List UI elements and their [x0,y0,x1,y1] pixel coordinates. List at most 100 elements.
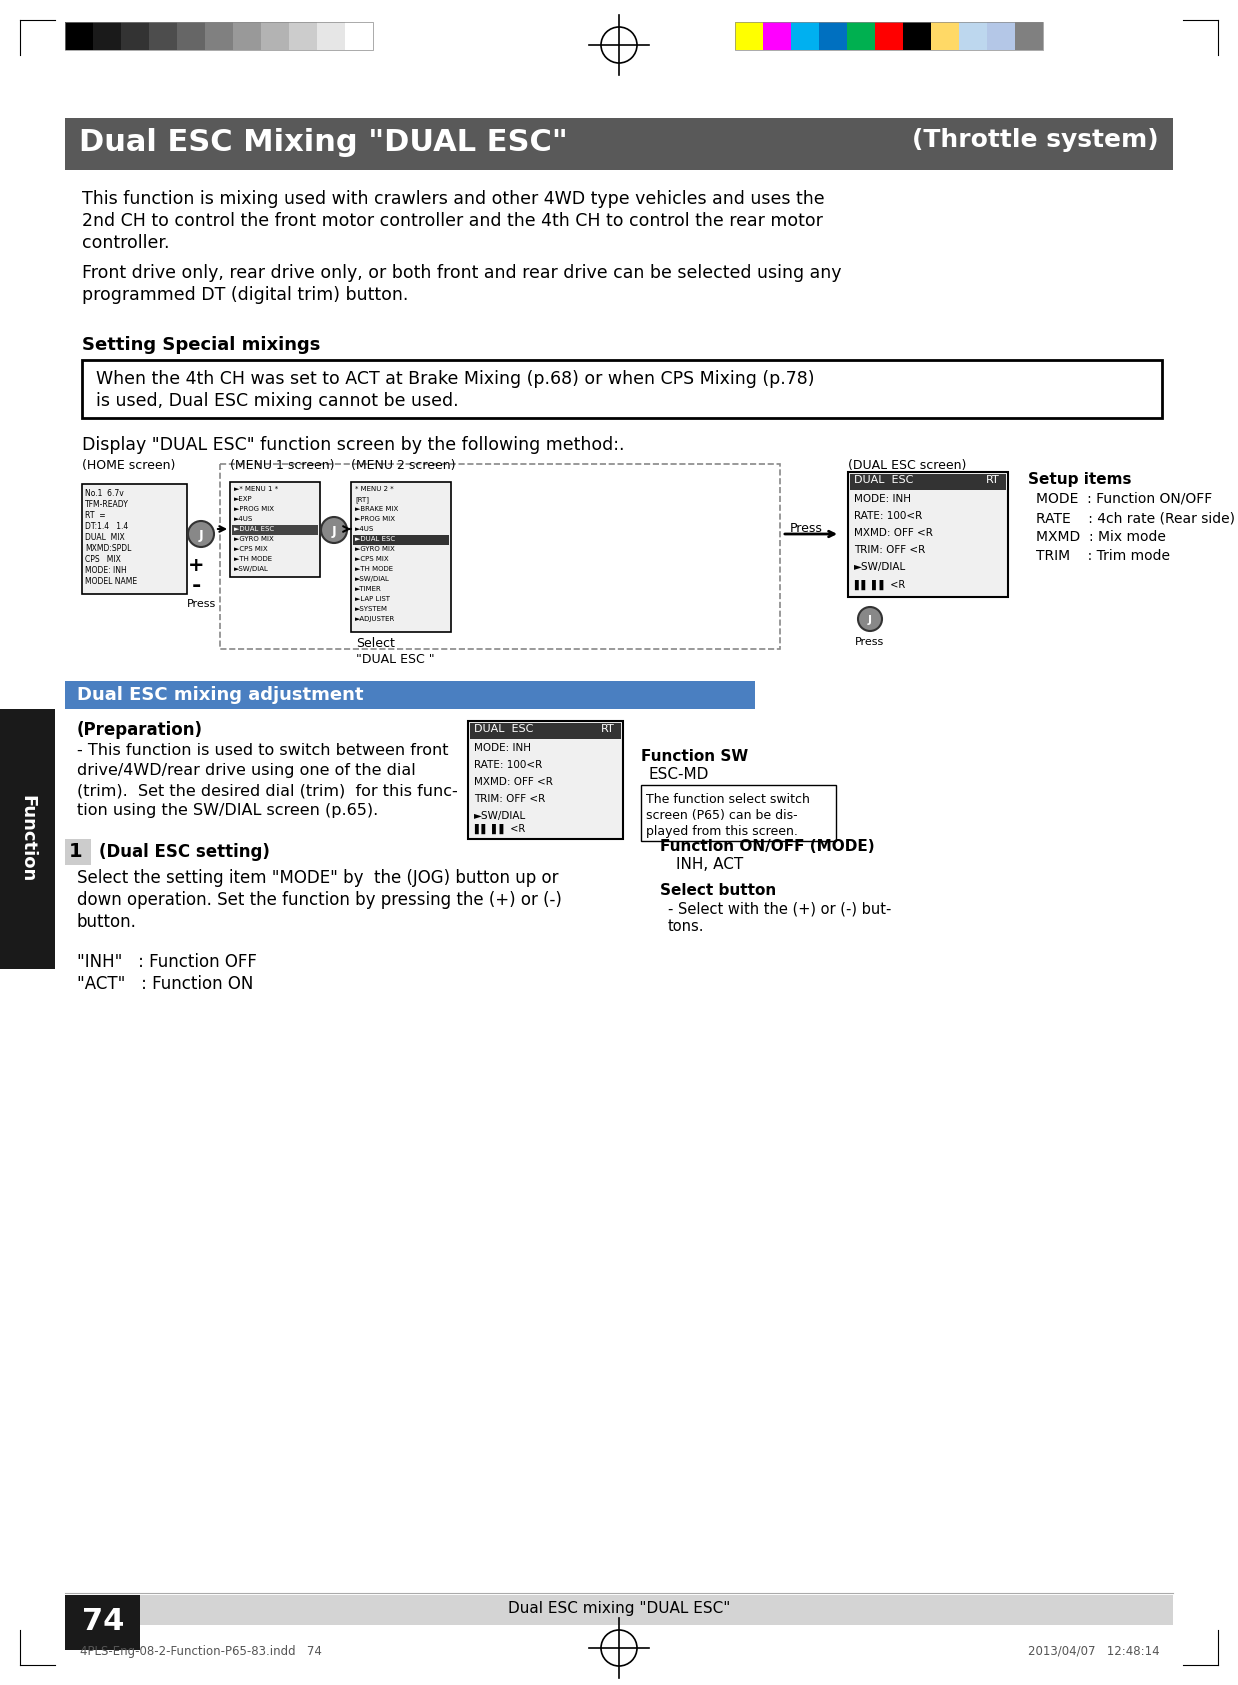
Text: ►SW/DIAL: ►SW/DIAL [355,576,390,581]
Text: (Throttle system): (Throttle system) [912,128,1159,152]
Text: ►TH MODE: ►TH MODE [234,556,272,563]
Text: MODE: INH: MODE: INH [85,566,126,575]
Bar [317,22,345,51]
Text: RT  =: RT = [85,511,105,521]
Text: MXMD: OFF <R: MXMD: OFF <R [474,777,553,787]
Text: ►EXP: ►EXP [234,495,253,502]
Text: ▌▌ ▌▌ <R: ▌▌ ▌▌ <R [474,824,525,834]
Text: ►CPS MIX: ►CPS MIX [355,556,389,563]
Text: ►BRAKE MIX: ►BRAKE MIX [355,506,399,512]
Text: Press: Press [855,637,885,647]
Bar [345,22,373,51]
Bar [851,473,1006,490]
Text: MODE  : Function ON/OFF: MODE : Function ON/OFF [1036,492,1212,506]
Bar [66,22,373,51]
Text: is used, Dual ESC mixing cannot be used.: is used, Dual ESC mixing cannot be used. [97,393,458,409]
Text: ►CPS MIX: ►CPS MIX [234,546,267,553]
Circle shape [188,521,214,548]
Text: 2013/04/07   12:48:14: 2013/04/07 12:48:14 [1029,1645,1160,1658]
Bar [66,1596,140,1650]
Text: J: J [198,529,203,543]
Bar [0,709,54,969]
Text: ►SW/DIAL: ►SW/DIAL [474,810,526,821]
Text: ►TH MODE: ►TH MODE [355,566,394,571]
Text: tion using the SW/DIAL screen (p.65).: tion using the SW/DIAL screen (p.65). [77,804,379,817]
Text: (Preparation): (Preparation) [77,721,203,740]
Text: TRIM: OFF <R: TRIM: OFF <R [474,794,545,804]
Text: (DUAL ESC screen): (DUAL ESC screen) [848,458,967,472]
Text: When the 4th CH was set to ACT at Brake Mixing (p.68) or when CPS Mixing (p.78): When the 4th CH was set to ACT at Brake … [97,371,815,388]
Text: -: - [192,576,201,596]
Text: ►TIMER: ►TIMER [355,586,381,591]
Bar [232,526,318,536]
Bar [121,22,149,51]
Text: MXMD: OFF <R: MXMD: OFF <R [854,527,933,538]
Text: - Select with the (+) or (-) but-: - Select with the (+) or (-) but- [669,901,891,917]
Text: Front drive only, rear drive only, or both front and rear drive can be selected : Front drive only, rear drive only, or bo… [82,265,842,281]
Bar [149,22,177,51]
Text: ►DUAL ESC: ►DUAL ESC [355,536,395,543]
Bar [903,22,931,51]
Text: Select: Select [357,637,395,650]
Text: Dual ESC mixing adjustment: Dual ESC mixing adjustment [77,686,364,704]
Bar [288,22,317,51]
Text: * MENU 2 *: * MENU 2 * [355,485,394,492]
Text: RT: RT [600,725,615,735]
Text: ►ADJUSTER: ►ADJUSTER [355,617,395,622]
Text: (MENU 1 screen): (MENU 1 screen) [230,458,334,472]
Text: RT: RT [985,475,1000,485]
Text: ►SW/DIAL: ►SW/DIAL [854,563,906,571]
Text: MODEL NAME: MODEL NAME [85,576,137,586]
Bar [875,22,903,51]
Text: MODE: INH: MODE: INH [854,494,911,504]
Text: Press: Press [187,598,215,608]
Text: 4PLS-Eng-08-2-Function-P65-83.indd   74: 4PLS-Eng-08-2-Function-P65-83.indd 74 [80,1645,322,1658]
Text: TFM-READY: TFM-READY [85,500,129,509]
Text: DUAL  MIX: DUAL MIX [85,532,125,543]
Text: ►4US: ►4US [234,516,254,522]
Text: ►4US: ►4US [355,526,374,532]
Text: DUAL  ESC: DUAL ESC [854,475,914,485]
Text: ►GYRO MIX: ►GYRO MIX [355,546,395,553]
Text: "DUAL ESC ": "DUAL ESC " [357,654,435,666]
Bar [931,22,959,51]
Text: programmed DT (digital trim) button.: programmed DT (digital trim) button. [82,286,409,303]
Text: RATE: 100<R: RATE: 100<R [474,760,542,770]
Text: Press: Press [790,522,823,536]
Text: tons.: tons. [669,918,704,933]
Text: Select button: Select button [660,883,776,898]
Text: ►DUAL ESC: ►DUAL ESC [234,526,274,532]
Text: (MENU 2 screen): (MENU 2 screen) [352,458,456,472]
Text: 74: 74 [82,1607,124,1636]
Text: Function: Function [19,795,36,883]
Bar [1015,22,1042,51]
Text: ►GYRO MIX: ►GYRO MIX [234,536,274,543]
Text: Dual ESC mixing "DUAL ESC": Dual ESC mixing "DUAL ESC" [508,1601,730,1616]
Bar [66,839,92,864]
Text: "ACT"   : Function ON: "ACT" : Function ON [77,976,254,992]
Bar [641,785,836,841]
Bar [233,22,261,51]
Text: Setting Special mixings: Setting Special mixings [82,335,321,354]
Bar [959,22,987,51]
Text: +: + [188,556,204,575]
Text: DT:1.4   1.4: DT:1.4 1.4 [85,522,129,531]
Text: MXMD:SPDL: MXMD:SPDL [85,544,131,553]
Text: INH, ACT: INH, ACT [676,858,743,873]
Text: ►LAP LIST: ►LAP LIST [355,596,390,602]
Text: ►PROG MIX: ►PROG MIX [355,516,395,522]
Text: J: J [332,526,337,538]
Text: ▌▌ ▌▌ <R: ▌▌ ▌▌ <R [854,580,905,590]
Bar [470,723,621,740]
Bar [82,484,187,595]
Text: ►* MENU 1 *: ►* MENU 1 * [234,485,279,492]
Text: ►PROG MIX: ►PROG MIX [234,506,274,512]
Text: button.: button. [77,913,137,932]
Bar [66,1596,1172,1624]
Circle shape [321,517,347,543]
Text: No.1  6.7v: No.1 6.7v [85,489,124,499]
Bar [93,22,121,51]
Text: Function ON/OFF (MODE): Function ON/OFF (MODE) [660,839,874,854]
Bar [261,22,288,51]
Text: screen (P65) can be dis-: screen (P65) can be dis- [646,809,797,822]
